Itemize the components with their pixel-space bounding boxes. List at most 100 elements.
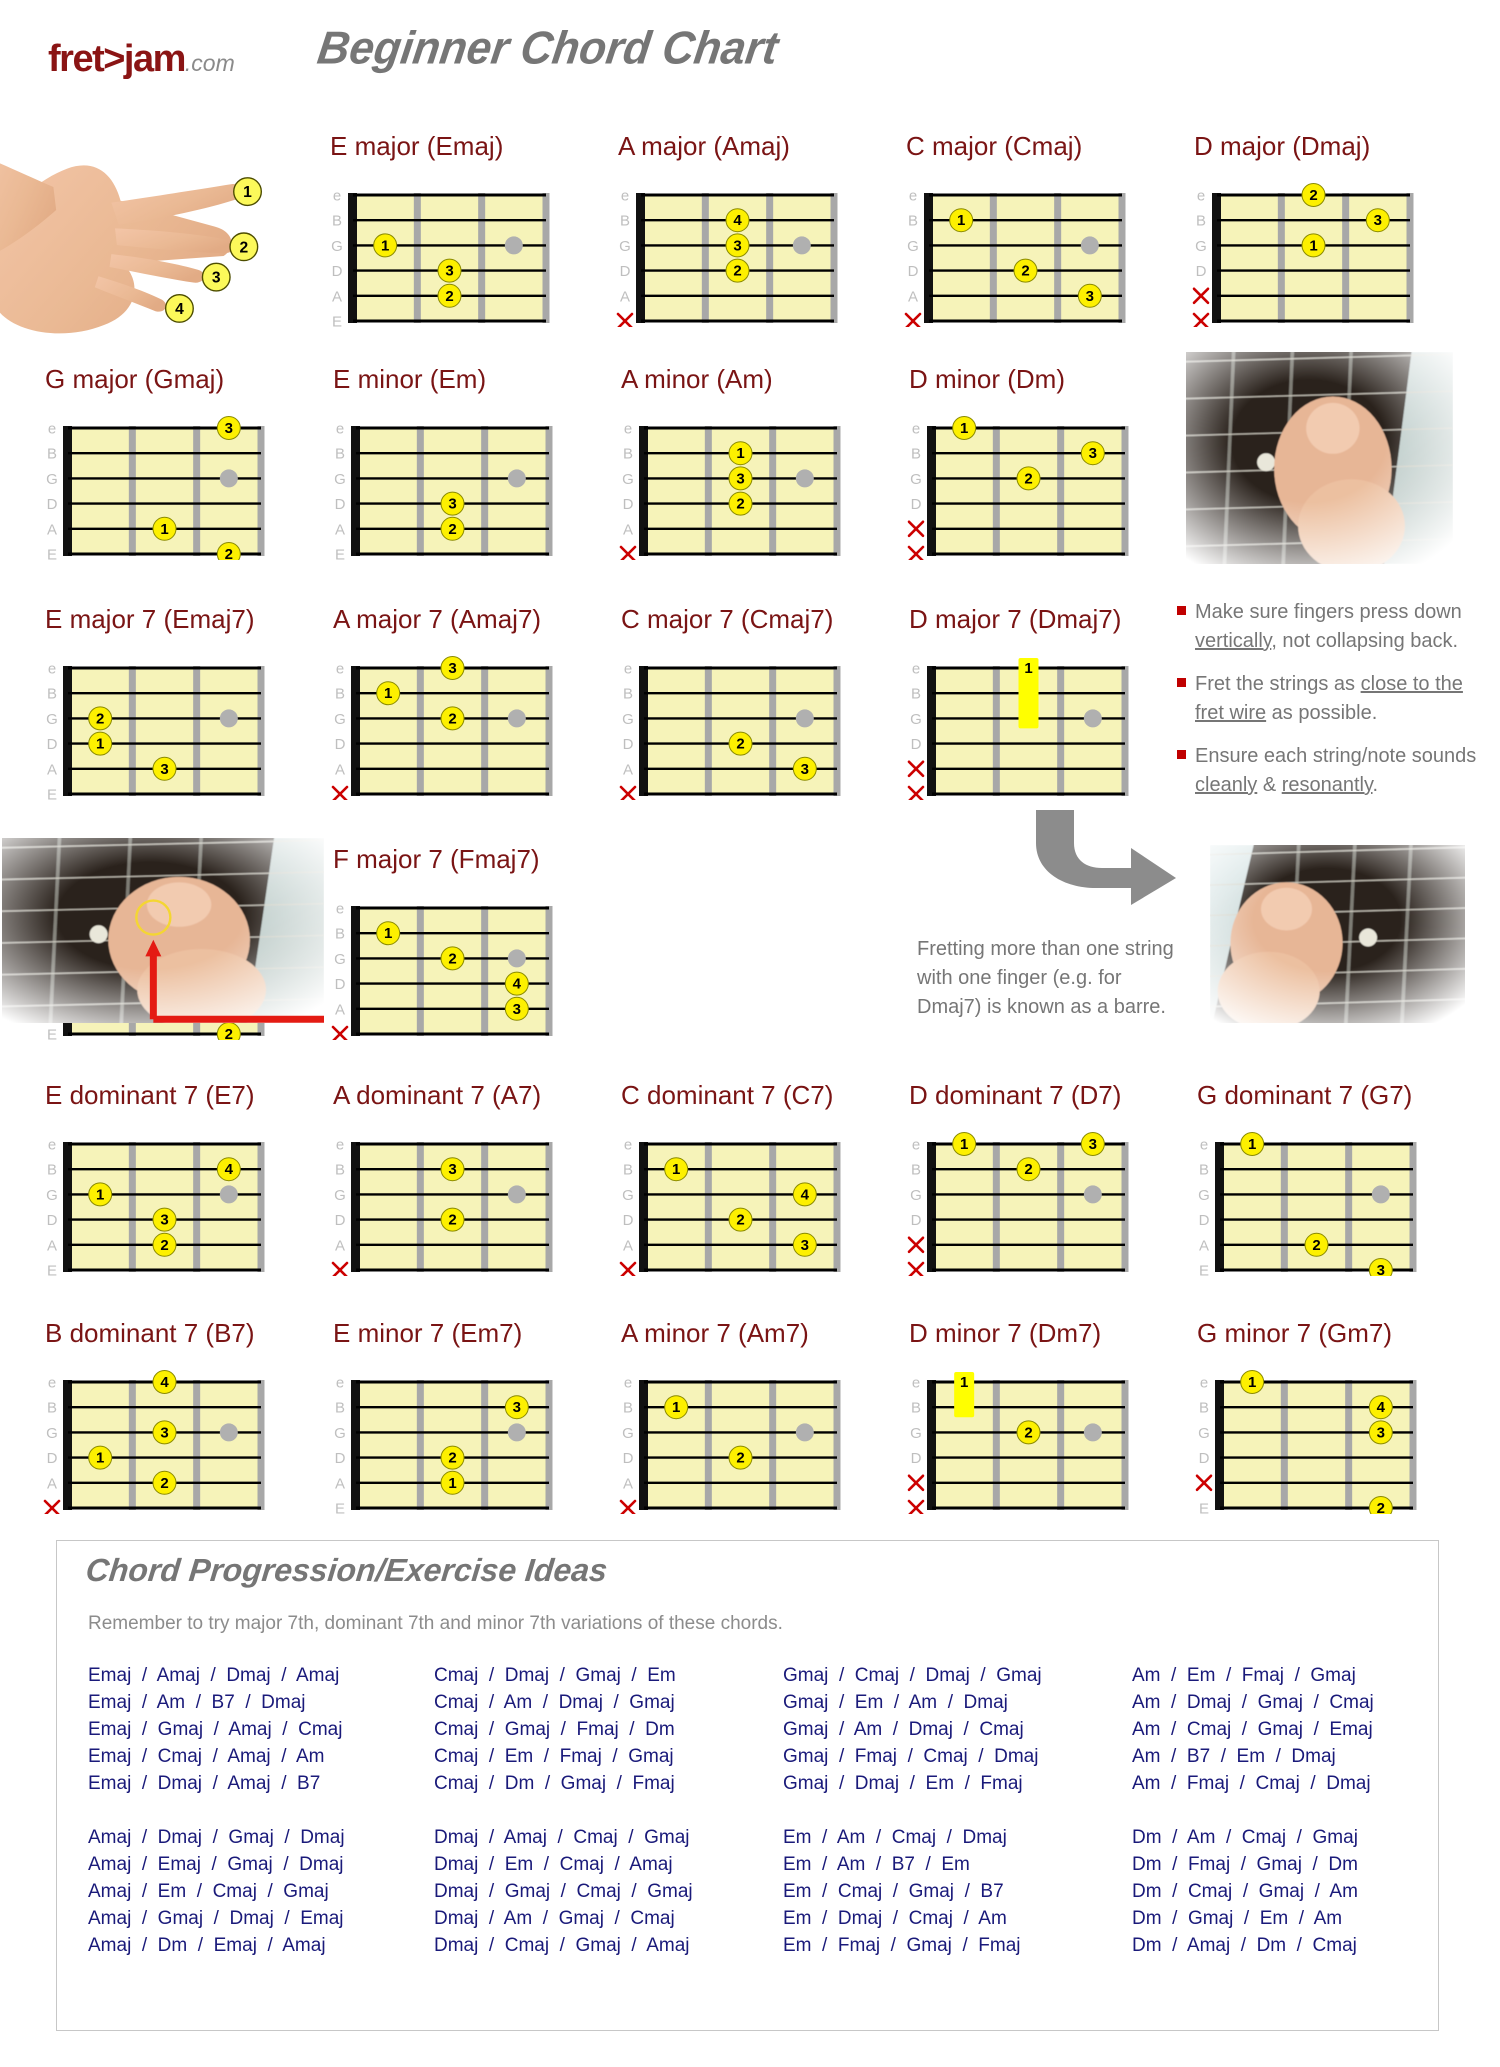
svg-text:3: 3: [445, 263, 453, 280]
svg-text:E: E: [332, 314, 342, 328]
svg-text:B: B: [1199, 1162, 1209, 1179]
svg-text:e: e: [1197, 188, 1205, 205]
svg-text:1: 1: [384, 925, 392, 942]
svg-text:D: D: [908, 263, 919, 280]
svg-text:A: A: [335, 1475, 345, 1492]
svg-text:B: B: [335, 1162, 345, 1179]
svg-text:2: 2: [1312, 1237, 1320, 1254]
svg-text:E: E: [47, 547, 57, 561]
svg-text:1: 1: [243, 184, 252, 201]
svg-text:B: B: [623, 446, 633, 463]
svg-text:3: 3: [160, 1424, 168, 1441]
svg-text:G: G: [910, 471, 922, 488]
svg-text:B: B: [1199, 1400, 1209, 1417]
svg-text:4: 4: [225, 1161, 234, 1178]
svg-text:D: D: [911, 1450, 922, 1467]
svg-text:3: 3: [733, 237, 741, 254]
svg-text:D: D: [47, 1212, 58, 1229]
svg-text:e: e: [912, 661, 920, 678]
svg-text:G: G: [622, 1187, 634, 1204]
svg-text:A: A: [335, 521, 345, 538]
svg-text:2: 2: [448, 521, 456, 538]
svg-text:E: E: [1199, 1263, 1209, 1277]
svg-text:3: 3: [448, 660, 456, 677]
svg-text:2: 2: [736, 1450, 744, 1467]
svg-text:A: A: [335, 1001, 345, 1018]
svg-text:3: 3: [1086, 288, 1094, 305]
svg-text:4: 4: [733, 212, 742, 229]
svg-text:1: 1: [736, 445, 744, 462]
svg-text:3: 3: [513, 1399, 521, 1416]
svg-text:B: B: [332, 213, 342, 230]
svg-text:G: G: [622, 711, 634, 728]
svg-text:D: D: [620, 263, 631, 280]
svg-text:1: 1: [1248, 1136, 1256, 1153]
svg-text:G: G: [622, 471, 634, 488]
svg-text:e: e: [48, 1375, 56, 1392]
svg-text:D: D: [47, 736, 58, 753]
svg-text:1: 1: [960, 1136, 968, 1153]
svg-text:4: 4: [801, 1186, 810, 1203]
svg-text:D: D: [335, 1450, 346, 1467]
svg-text:B: B: [47, 446, 57, 463]
svg-text:3: 3: [160, 1212, 168, 1229]
svg-text:e: e: [336, 661, 344, 678]
svg-text:3: 3: [1374, 212, 1382, 229]
svg-text:G: G: [1198, 1187, 1210, 1204]
svg-text:1: 1: [381, 237, 389, 254]
svg-text:G: G: [334, 1187, 346, 1204]
svg-text:2: 2: [1024, 1161, 1032, 1178]
svg-text:B: B: [623, 686, 633, 703]
svg-text:1: 1: [160, 521, 168, 538]
svg-text:A: A: [335, 761, 345, 778]
svg-text:G: G: [46, 711, 58, 728]
svg-text:G: G: [334, 471, 346, 488]
svg-text:G: G: [334, 1425, 346, 1442]
svg-text:3: 3: [736, 470, 744, 487]
svg-text:2: 2: [733, 263, 741, 280]
svg-text:B: B: [911, 446, 921, 463]
svg-text:1: 1: [448, 1475, 456, 1492]
svg-text:1: 1: [1248, 1374, 1256, 1391]
svg-text:A: A: [47, 761, 57, 778]
svg-text:G: G: [910, 1425, 922, 1442]
svg-text:A: A: [623, 1237, 633, 1254]
svg-text:1: 1: [1024, 660, 1032, 677]
svg-text:B: B: [620, 213, 630, 230]
svg-text:E: E: [335, 1501, 345, 1515]
svg-text:2: 2: [445, 288, 453, 305]
svg-text:B: B: [335, 446, 345, 463]
svg-text:G: G: [46, 471, 58, 488]
svg-text:e: e: [912, 421, 920, 438]
svg-text:1: 1: [96, 1450, 104, 1467]
svg-text:1: 1: [96, 1186, 104, 1203]
svg-text:D: D: [335, 1212, 346, 1229]
svg-text:2: 2: [1024, 1424, 1032, 1441]
svg-text:D: D: [911, 736, 922, 753]
svg-text:2: 2: [1309, 187, 1317, 204]
svg-text:D: D: [335, 976, 346, 993]
svg-text:e: e: [48, 661, 56, 678]
svg-text:2: 2: [1021, 263, 1029, 280]
svg-text:2: 2: [225, 1026, 233, 1040]
svg-text:e: e: [336, 901, 344, 918]
svg-text:2: 2: [239, 239, 248, 256]
svg-text:e: e: [336, 1137, 344, 1154]
svg-text:B: B: [1196, 213, 1206, 230]
svg-text:2: 2: [1024, 470, 1032, 487]
svg-text:2: 2: [448, 1450, 456, 1467]
svg-text:2: 2: [448, 1212, 456, 1229]
svg-text:3: 3: [1089, 1136, 1097, 1153]
svg-text:2: 2: [225, 546, 233, 560]
svg-text:A: A: [623, 1475, 633, 1492]
svg-text:G: G: [46, 1187, 58, 1204]
svg-text:1: 1: [960, 1374, 968, 1391]
svg-text:1: 1: [384, 685, 392, 702]
svg-text:2: 2: [160, 1237, 168, 1254]
svg-text:2: 2: [448, 950, 456, 967]
svg-text:3: 3: [160, 761, 168, 778]
svg-text:A: A: [623, 521, 633, 538]
svg-text:1: 1: [672, 1161, 680, 1178]
svg-text:1: 1: [960, 420, 968, 437]
svg-text:A: A: [1199, 1237, 1209, 1254]
